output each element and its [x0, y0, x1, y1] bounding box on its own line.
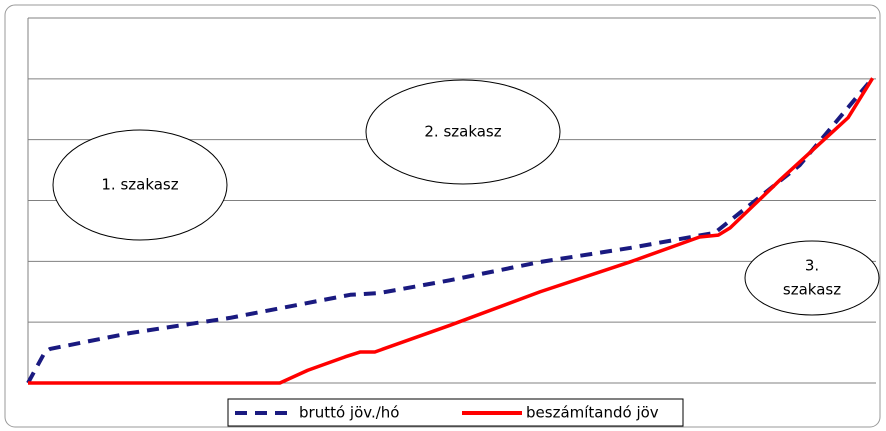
annotation-ellipse [744, 240, 880, 316]
annotation: szakasz [783, 281, 841, 299]
annotation: 3. [805, 257, 819, 275]
legend-label: beszámítandó jöv [526, 404, 659, 422]
series-line [28, 77, 875, 385]
chart-frame [4, 4, 881, 428]
annotation: 2. szakasz [424, 123, 501, 141]
legend-box [227, 398, 684, 427]
annotation-ellipse [365, 79, 561, 185]
series-line [26, 76, 875, 384]
annotation: 1. szakasz [101, 176, 178, 194]
annotation-ellipse [52, 129, 228, 241]
legend-label: bruttó jöv./hó [299, 404, 399, 422]
